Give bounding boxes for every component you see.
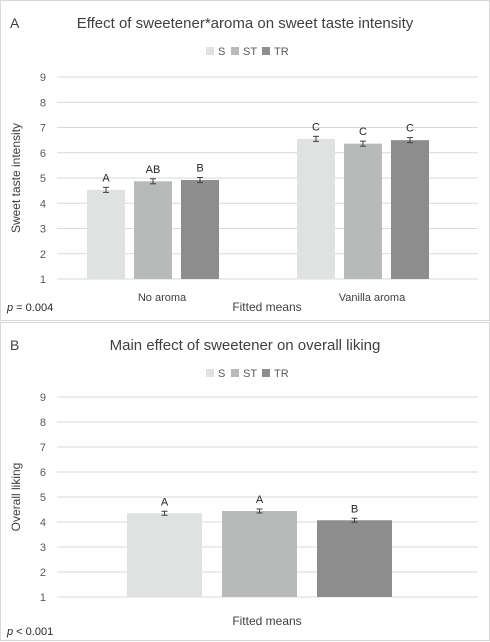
- legend-label-tr: TR: [274, 46, 289, 58]
- chart-panel-a: A Effect of sweetener*aroma on sweet tast…: [0, 0, 490, 321]
- y-tick-label: 9: [40, 72, 46, 84]
- y-tick-label: 5: [40, 492, 46, 504]
- legend-label-s: S: [218, 368, 225, 380]
- legend-swatch-tr: [262, 369, 270, 377]
- y-tick-label: 7: [40, 442, 46, 454]
- significance-letter: C: [406, 123, 414, 135]
- bar-s: [297, 138, 335, 279]
- panel-letter: A: [10, 15, 20, 31]
- chart-panel-b: B Main effect of sweetener on overall lik…: [0, 322, 490, 641]
- significance-letter: A: [102, 172, 110, 184]
- chart-title: Effect of sweetener*aroma on sweet taste…: [77, 15, 414, 32]
- y-tick-label: 7: [40, 123, 46, 135]
- bar-st: [134, 181, 172, 279]
- p-symbol: p: [6, 302, 13, 314]
- significance-letter: A: [161, 496, 169, 508]
- y-tick-label: 4: [40, 198, 46, 210]
- bar-st: [222, 511, 297, 597]
- legend: S ST TR: [206, 46, 289, 58]
- legend-swatch-st: [231, 47, 239, 55]
- significance-letter: C: [359, 126, 367, 138]
- y-tick-label: 2: [40, 249, 46, 261]
- x-axis-label: Fitted means: [232, 614, 301, 628]
- y-tick-label: 5: [40, 173, 46, 185]
- y-tick-label: 2: [40, 567, 46, 579]
- y-tick-label: 9: [40, 392, 46, 404]
- p-value: p < 0.001: [6, 626, 53, 638]
- significance-letter: A: [256, 494, 264, 506]
- y-tick-label: 4: [40, 517, 46, 529]
- bar-s: [127, 513, 202, 597]
- legend-swatch-st: [231, 369, 239, 377]
- p-value: p = 0.004: [6, 302, 53, 314]
- bar-tr: [391, 140, 429, 279]
- y-tick-label: 8: [40, 97, 46, 109]
- legend-label-st: ST: [243, 368, 257, 380]
- bar-tr: [317, 520, 392, 597]
- x-axis-label: Fitted means: [232, 300, 301, 314]
- y-tick-label: 3: [40, 224, 46, 236]
- p-value-text: = 0.004: [13, 302, 53, 314]
- p-symbol: p: [6, 626, 13, 638]
- legend-swatch-s: [206, 47, 214, 55]
- y-axis-label: Overall liking: [9, 463, 23, 532]
- p-value-text: < 0.001: [13, 626, 53, 638]
- y-tick-label: 6: [40, 148, 46, 160]
- y-axis-label: Sweet taste intensity: [9, 123, 23, 233]
- bar-s: [87, 189, 125, 279]
- panel-letter: B: [10, 337, 19, 353]
- bar-tr: [181, 180, 219, 279]
- significance-letter: B: [351, 503, 358, 515]
- legend-swatch-s: [206, 369, 214, 377]
- category-label: Vanilla aroma: [339, 292, 406, 304]
- legend: S ST TR: [206, 368, 289, 380]
- category-label: No aroma: [138, 292, 187, 304]
- y-tick-label: 1: [40, 274, 46, 286]
- legend-swatch-tr: [262, 47, 270, 55]
- legend-label-tr: TR: [274, 368, 289, 380]
- legend-label-st: ST: [243, 46, 257, 58]
- y-tick-label: 3: [40, 542, 46, 554]
- y-tick-label: 1: [40, 592, 46, 604]
- legend-label-s: S: [218, 46, 225, 58]
- y-tick-label: 6: [40, 467, 46, 479]
- significance-letter: B: [196, 162, 203, 174]
- significance-letter: C: [312, 121, 320, 133]
- chart-title: Main effect of sweetener on overall liki…: [110, 337, 381, 354]
- significance-letter: AB: [146, 164, 161, 176]
- y-tick-label: 8: [40, 417, 46, 429]
- bar-st: [344, 143, 382, 279]
